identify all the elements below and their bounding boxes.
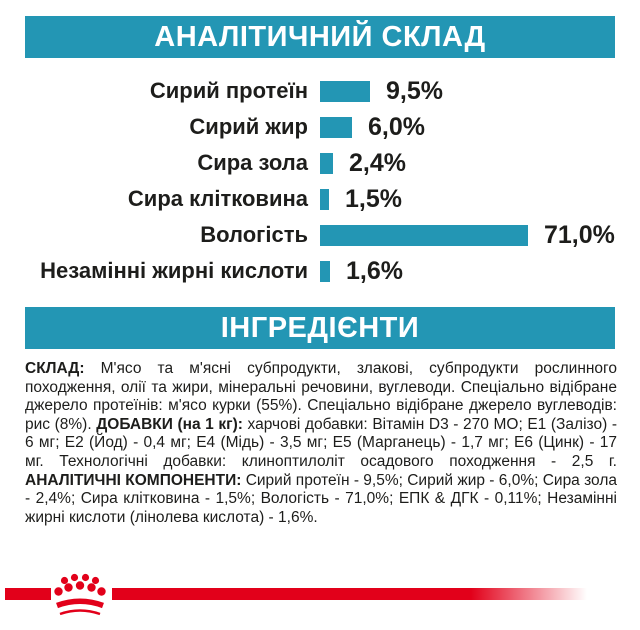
brand-band bbox=[112, 588, 640, 600]
chart-bar bbox=[320, 260, 330, 282]
chart-category-label: Незамінні жирні кислоти bbox=[40, 258, 308, 283]
chart-row: Незамінні жирні кислоти 1,6% bbox=[0, 253, 640, 289]
ingredients-text-segment: М'ясо та м'ясні субпродукти, злакові, су… bbox=[25, 360, 617, 433]
section-title-ingredients: ІНГРЕДІЄНТИ bbox=[25, 307, 615, 349]
chart-row: Сира клітковина 1,5% bbox=[0, 181, 640, 217]
ingredients-text-segment: ДОБАВКИ (на 1 кг): bbox=[96, 415, 248, 433]
chart-row: Вологість 71,0% bbox=[0, 217, 640, 253]
chart-row: Сирий протеїн 9,5% bbox=[0, 73, 640, 109]
chart-value-label: 9,5% bbox=[386, 76, 443, 105]
chart-row: Сирий жир 6,0% bbox=[0, 109, 640, 145]
brand-band-left-dash bbox=[5, 588, 51, 600]
chart-value-label: 2,4% bbox=[349, 148, 406, 177]
analytical-composition-bar-chart: Сирий протеїн 9,5% Сирий жир 6,0% Сира зола 2… bbox=[0, 73, 640, 289]
chart-value-label: 71,0% bbox=[544, 220, 615, 249]
chart-bar bbox=[320, 188, 329, 210]
chart-category-label: Сирий жир bbox=[189, 114, 308, 139]
ingredients-text-segment: АНАЛІТИЧНІ КОМПОНЕНТИ: bbox=[25, 471, 246, 489]
ingredients-paragraph: СКЛАД: М'ясо та м'ясні субпродукти, злак… bbox=[25, 360, 617, 527]
chart-bar bbox=[320, 116, 352, 138]
chart-value-label: 6,0% bbox=[368, 112, 425, 141]
chart-bar bbox=[320, 152, 333, 174]
chart-bar bbox=[320, 224, 528, 246]
chart-value-label: 1,6% bbox=[346, 256, 403, 285]
chart-category-label: Сира клітковина bbox=[127, 186, 308, 211]
ingredients-text-segment: Сирий протеїн - 9,5%; Сирий жир - 6,0%; … bbox=[25, 471, 617, 526]
chart-bar bbox=[320, 80, 370, 102]
chart-category-label: Вологість bbox=[200, 222, 308, 247]
royal-canin-crown-icon bbox=[52, 572, 108, 618]
chart-row: Сира зола 2,4% bbox=[0, 145, 640, 181]
section-title-text: АНАЛІТИЧНИЙ СКЛАД bbox=[154, 20, 486, 53]
ingredients-text-segment: СКЛАД: bbox=[25, 360, 101, 377]
section-title-analytical-composition: АНАЛІТИЧНИЙ СКЛАД bbox=[25, 16, 615, 58]
chart-category-label: Сира зола bbox=[197, 150, 308, 175]
ingredients-text-segment: харчові добавки: Вітамін D3 - 270 МО; Е1… bbox=[25, 415, 617, 470]
chart-value-label: 1,5% bbox=[345, 184, 402, 213]
chart-category-label: Сирий протеїн bbox=[149, 78, 308, 103]
section-title-text: ІНГРЕДІЄНТИ bbox=[220, 311, 420, 344]
